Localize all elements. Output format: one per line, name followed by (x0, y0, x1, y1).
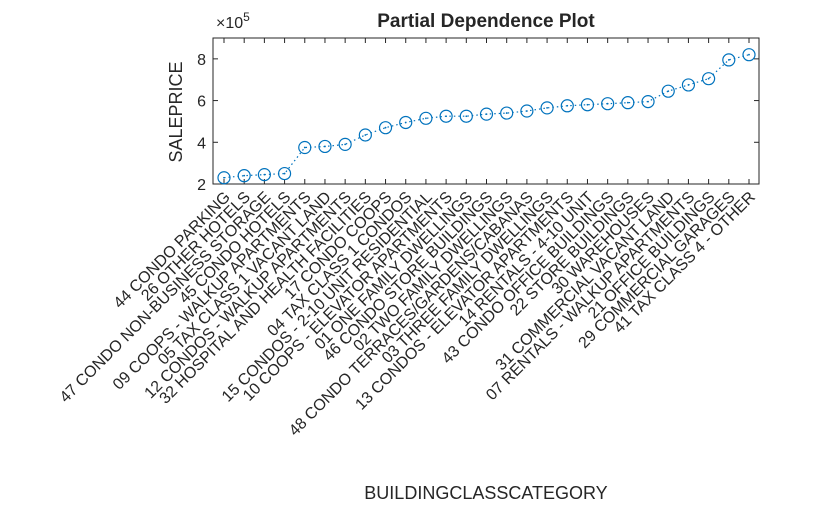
y-tick-label: 2 (197, 177, 206, 194)
data-point (560, 99, 574, 113)
data-point-center (283, 172, 286, 175)
y-tick-label: 8 (197, 52, 206, 69)
data-point (419, 111, 433, 125)
data-point-center (384, 126, 387, 129)
data-point-center (344, 143, 347, 146)
data-point-center (748, 53, 750, 56)
y-axis-label: SALEPRICE (166, 61, 186, 162)
data-point-center (626, 101, 629, 104)
data-point-center (485, 113, 488, 116)
data-point (722, 53, 736, 67)
series-line (223, 54, 750, 179)
data-point-center (425, 117, 427, 120)
x-ticks (223, 38, 750, 184)
x-axis-label: BUILDINGCLASSCATEGORY (364, 483, 607, 503)
data-point-center (223, 176, 225, 179)
data-point (540, 101, 554, 115)
data-point-center (445, 115, 448, 118)
data-point (338, 137, 352, 151)
data-point-center (727, 59, 730, 61)
data-point (742, 48, 756, 62)
data-point-center (566, 104, 569, 107)
data-point-center (586, 103, 589, 106)
data-point (378, 121, 393, 135)
data-point-center (707, 77, 710, 80)
data-point (702, 72, 716, 86)
y-multiplier-exponent: 5 (243, 10, 250, 24)
data-point (277, 166, 292, 181)
data-point (237, 169, 251, 183)
chart-title: Partial Dependence Plot (377, 11, 595, 32)
data-point-center (324, 145, 326, 148)
data-point (621, 96, 635, 110)
data-point-center (505, 112, 508, 114)
y-tick-label: 6 (197, 94, 206, 111)
axes (212, 37, 760, 185)
data-point-center (364, 134, 367, 136)
y-multiplier: ×105 (216, 10, 250, 32)
data-point-center (647, 100, 649, 103)
data-point-center (525, 110, 528, 112)
data-point (681, 78, 696, 92)
data-point-center (667, 90, 670, 93)
series (217, 48, 756, 185)
data-point-center (687, 84, 690, 86)
data-point (520, 104, 534, 118)
data-point (217, 171, 231, 185)
data-point (459, 109, 473, 123)
data-point-center (606, 102, 609, 105)
data-point (641, 95, 655, 109)
data-point-center (546, 106, 548, 109)
data-point (439, 109, 453, 123)
data-point-center (404, 121, 407, 124)
plot-box (212, 37, 760, 185)
y-tick-label: 4 (197, 135, 206, 152)
y-ticks: 2 4 6 8 (197, 52, 759, 194)
data-point (661, 84, 675, 98)
data-point (358, 128, 372, 142)
data-point-center (303, 146, 306, 149)
data-point-center (243, 174, 246, 177)
data-point (580, 98, 595, 112)
data-point-center (465, 115, 468, 118)
data-point (500, 106, 514, 120)
data-point (479, 107, 494, 121)
y-multiplier-base: ×10 (216, 15, 243, 32)
data-point (318, 139, 332, 154)
data-point (298, 140, 312, 155)
data-point (601, 97, 615, 111)
data-point-center (263, 173, 266, 176)
data-point (399, 115, 413, 130)
data-point (257, 168, 271, 182)
